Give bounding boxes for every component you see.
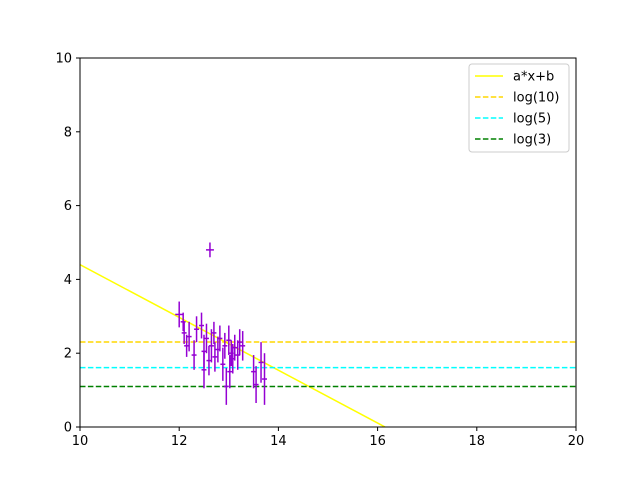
legend-box	[468, 63, 570, 153]
errorbar-point-18	[220, 347, 226, 381]
legend: a*x+b log(10) log(5) log(3)	[468, 63, 570, 153]
errorbar-point-10	[204, 323, 209, 354]
axes: 10 12 14 16 18 20 0 2 4 6 8 10	[55, 52, 584, 450]
errorbar-point-4	[186, 321, 192, 352]
y-tick-label: 4	[64, 273, 72, 288]
errorbar-point-14	[211, 321, 217, 344]
errorbar-point-20	[223, 367, 229, 405]
x-tick-label: 16	[369, 434, 386, 449]
errorbar-point-15	[212, 342, 218, 372]
errorbar-point-30	[253, 366, 259, 404]
errorbar-point-31	[258, 342, 264, 383]
errorbar-point-29	[251, 355, 257, 389]
errorbar-point-21	[226, 325, 232, 356]
y-tick-label: 10	[55, 52, 72, 67]
x-tick-label: 20	[568, 434, 585, 449]
legend-label-3: log(3)	[513, 133, 551, 148]
errorbar-point-6	[194, 316, 200, 343]
errorbar-point-32	[262, 353, 267, 405]
errorbar-point-27	[237, 329, 243, 356]
plot-area	[80, 242, 576, 427]
errorbar-point-0	[175, 301, 184, 328]
errorbar-point-9	[201, 351, 207, 389]
legend-label-1: log(10)	[513, 91, 560, 106]
x-tick-label: 18	[469, 434, 486, 449]
axes-frame	[79, 57, 577, 428]
legend-label-2: log(5)	[513, 112, 551, 127]
errorbar-point-25	[232, 334, 238, 361]
x-tick-label: 14	[270, 434, 287, 449]
x-tick-label: 10	[72, 434, 89, 449]
x-tick-label: 12	[171, 434, 188, 449]
errorbar-point-13	[208, 329, 214, 363]
errorbar-point-11	[206, 345, 212, 376]
y-tick-label: 8	[64, 125, 72, 140]
y-tick-label: 6	[64, 199, 72, 214]
y-tick-label: 2	[64, 347, 72, 362]
legend-label-0: a*x+b	[513, 70, 554, 85]
errorbar-point-19	[222, 332, 228, 359]
errorbar-point-22	[227, 355, 233, 389]
errorbar-point-3	[184, 334, 190, 357]
errorbar-point-2	[181, 321, 187, 344]
errorbar-point-5	[191, 340, 197, 370]
errorbar-point-28	[240, 331, 246, 361]
y-tick-label: 0	[64, 421, 72, 436]
errorbar-point-7	[199, 312, 204, 339]
errorbar-point-12	[205, 242, 214, 258]
errorbar-point-17	[217, 325, 223, 352]
